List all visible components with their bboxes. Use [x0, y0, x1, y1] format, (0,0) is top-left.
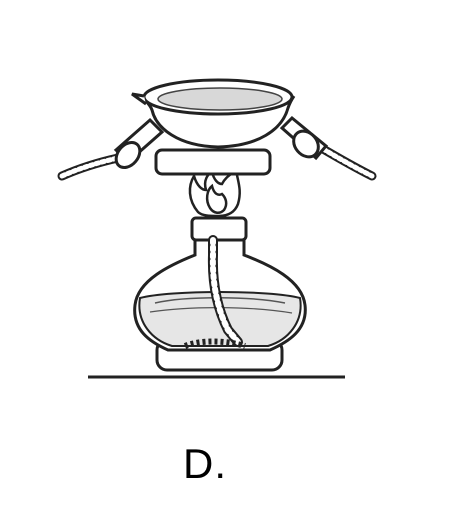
tongs-crossbar	[154, 148, 272, 176]
lamp-wick-holder	[190, 216, 248, 242]
option-label: D.	[183, 440, 227, 487]
alcohol-lamp	[133, 204, 307, 372]
dish-spout	[131, 92, 147, 106]
flame	[188, 167, 241, 218]
dish-liquid	[157, 87, 283, 111]
crucible-tongs	[57, 115, 377, 181]
evaporating-dish	[131, 78, 296, 149]
alcohol-lamp-heating-diagram	[57, 78, 377, 379]
flame-inner	[205, 183, 228, 214]
tongs-knob-right	[292, 129, 320, 159]
tongs-knob-left	[114, 140, 142, 170]
